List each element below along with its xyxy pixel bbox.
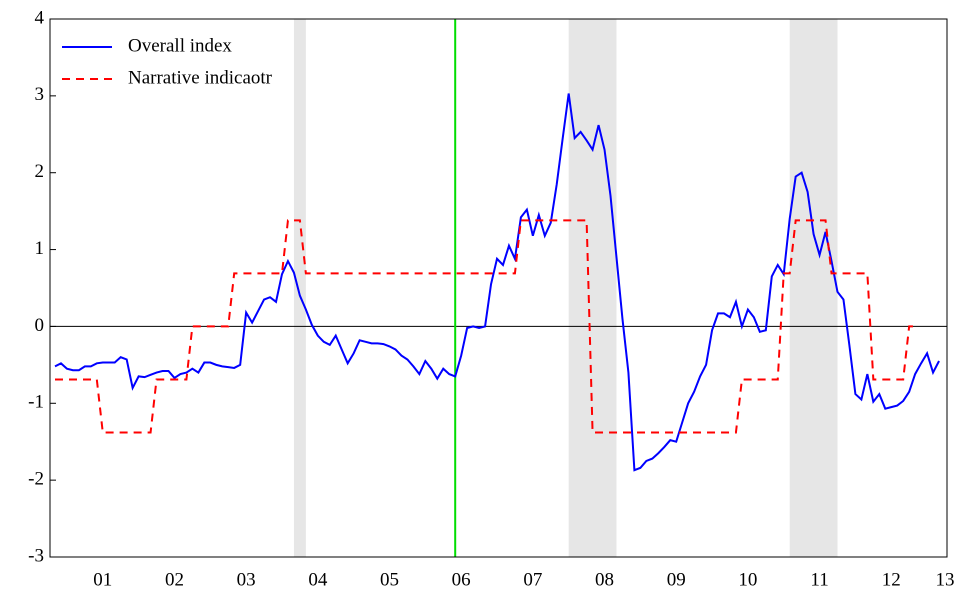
x-tick-label: 13 (936, 569, 955, 590)
x-tick-label: 09 (667, 569, 686, 590)
x-tick-label: 04 (308, 569, 328, 590)
x-tick-label: 01 (93, 569, 112, 590)
x-tick-label: 08 (595, 569, 614, 590)
x-tick-label: 03 (237, 569, 256, 590)
y-tick-label: 0 (35, 315, 45, 336)
y-tick-label: 3 (35, 84, 45, 105)
y-tick-label: 1 (35, 238, 45, 259)
y-tick-label: 4 (35, 7, 45, 28)
y-tick-label: -3 (28, 545, 44, 566)
shaded-period (568, 19, 617, 557)
x-tick-label: 07 (523, 569, 542, 590)
x-tick-label: 06 (452, 569, 471, 590)
series-line (55, 219, 916, 434)
legend-label: Narrative indicaotr (128, 67, 273, 88)
y-tick-label: -1 (28, 392, 44, 413)
plot-frame (49, 18, 948, 558)
shaded-period (789, 19, 838, 557)
series-line (54, 93, 940, 472)
x-tick-label: 11 (810, 569, 828, 590)
y-tick-label: -2 (28, 469, 44, 490)
legend: Overall index Narrative indicaotr (62, 35, 273, 88)
shaded-period (293, 19, 306, 557)
x-tick-label: 10 (738, 569, 757, 590)
y-tick-label: 2 (35, 161, 45, 182)
x-tick-label: 05 (380, 569, 399, 590)
x-tick-label: 12 (882, 569, 901, 590)
x-tick-label: 02 (165, 569, 184, 590)
legend-label: Overall index (128, 35, 232, 56)
